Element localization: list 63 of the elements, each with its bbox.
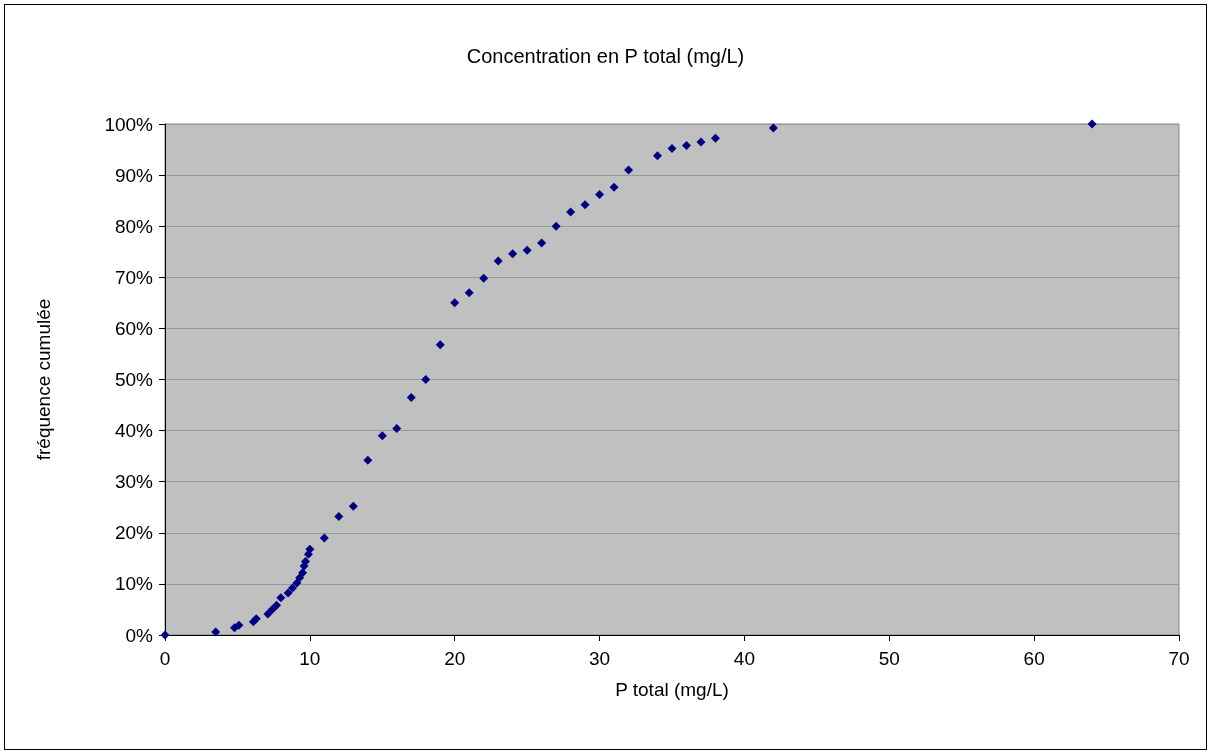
x-tick-label: 50 [878, 648, 900, 669]
point [363, 455, 373, 465]
y-tick-label: 50% [114, 369, 154, 390]
point [283, 588, 293, 598]
point [1087, 119, 1097, 129]
point [272, 600, 282, 610]
x-tick-label: 60 [1023, 648, 1045, 669]
y-tick-label: 70% [114, 266, 154, 288]
point [464, 288, 474, 298]
x-tick-label: 0 [159, 648, 171, 669]
point [287, 583, 297, 593]
chart-title: Concentration en P total (mg/L) [466, 45, 745, 67]
point [348, 501, 358, 511]
x-tick-label: 10 [299, 648, 321, 669]
x-tick-label: 30 [589, 648, 611, 669]
y-tick-label: 0% [125, 624, 154, 646]
point [392, 424, 402, 434]
point [681, 140, 691, 150]
y-tick-label: 100% [104, 113, 154, 135]
y-tick-label: 90% [114, 164, 154, 186]
point [551, 221, 561, 231]
point [377, 431, 387, 441]
point [295, 573, 305, 583]
point [301, 556, 311, 566]
point [493, 256, 503, 266]
point [450, 298, 460, 308]
point [276, 593, 286, 603]
point [479, 273, 489, 283]
point [537, 238, 547, 248]
point [508, 249, 518, 259]
y-tick-label: 20% [114, 522, 154, 544]
point [710, 133, 720, 143]
point [334, 511, 344, 521]
point [421, 375, 431, 384]
point [319, 533, 329, 543]
point [653, 151, 663, 161]
point [234, 620, 244, 630]
point [624, 165, 634, 175]
point [435, 340, 445, 350]
point [609, 182, 619, 192]
point [298, 568, 308, 578]
point [566, 207, 576, 217]
x-tick-label: 20 [444, 648, 466, 669]
y-tick-label: 80% [114, 215, 154, 237]
x-tick-label: 70 [1168, 648, 1190, 669]
y-tick-label: 30% [114, 471, 154, 493]
y-tick-label: 60% [114, 317, 154, 339]
y-tick-label: 40% [114, 420, 154, 442]
point [667, 144, 677, 154]
point [263, 609, 273, 619]
point [595, 190, 605, 200]
point [696, 137, 706, 147]
point [406, 392, 416, 402]
point [522, 245, 532, 255]
point [292, 578, 302, 588]
point [768, 123, 778, 133]
y-axis-title: fréquence cumulée [33, 298, 54, 461]
point [305, 544, 315, 554]
point [580, 200, 590, 210]
x-axis-title: P total (mg/L) [615, 679, 729, 700]
point [211, 627, 221, 637]
x-tick-label: 40 [733, 648, 755, 669]
y-tick-label: 10% [114, 573, 154, 595]
